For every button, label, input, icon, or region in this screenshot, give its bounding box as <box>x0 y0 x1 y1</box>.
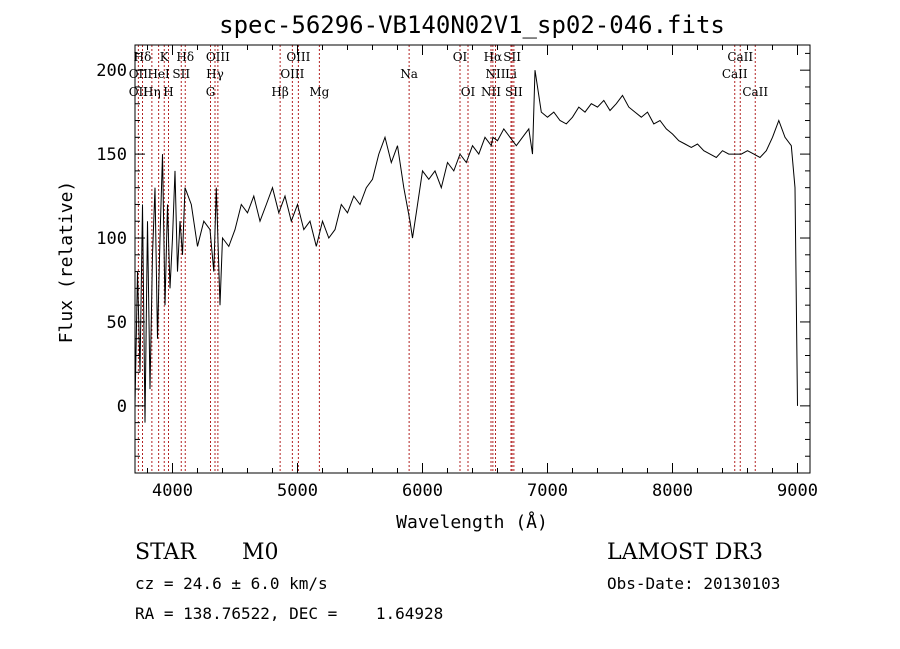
y-tick-label: 150 <box>96 145 127 165</box>
line-markers <box>137 45 756 473</box>
spectrum-line <box>134 70 798 423</box>
subclass: M0 <box>242 540 279 565</box>
x-axis: 4000 5000 6000 7000 8000 9000 <box>147 45 818 501</box>
line-label: NII <box>481 85 501 99</box>
line-label: CaII <box>727 50 753 64</box>
y-tick-label: 100 <box>96 229 127 249</box>
line-label: Hβ <box>271 85 288 99</box>
line-label: G <box>206 85 216 99</box>
object-class: STAR <box>135 540 196 565</box>
line-label: Hη <box>143 85 161 99</box>
line-label: Hγ <box>206 67 224 81</box>
line-label: Na <box>400 67 418 81</box>
x-tick-label: 5000 <box>277 481 318 501</box>
x-tick-label: 7000 <box>527 481 568 501</box>
line-label: OI <box>461 85 476 99</box>
line-label: SII <box>505 85 523 99</box>
line-label: CaII <box>722 67 748 81</box>
y-tick-label: 0 <box>117 397 127 417</box>
y-axis-label: Flux (relative) <box>56 181 77 344</box>
coordinates: RA = 138.76522, DEC = 1.64928 <box>135 604 444 623</box>
line-label: OII <box>129 67 149 81</box>
y-axis: 0 50 100 150 200 <box>96 52 810 474</box>
line-label: SII <box>172 67 190 81</box>
plot-frame <box>134 44 811 474</box>
x-tick-label: 8000 <box>652 481 693 501</box>
line-label: Li <box>505 67 517 81</box>
line-label: OIII <box>206 50 230 64</box>
line-label: OIII <box>280 67 304 81</box>
survey-name: LAMOST DR3 <box>607 540 763 565</box>
y-tick-label: 200 <box>96 61 127 81</box>
line-label: Hδ <box>176 50 194 64</box>
redshift-readout: cz = 24.6 ± 6.0 km/s <box>135 574 328 593</box>
line-label: Hδ <box>134 50 152 64</box>
line-label: Hα <box>484 50 503 64</box>
line-label: OIII <box>286 50 310 64</box>
line-label: SII <box>503 50 521 64</box>
line-label: K <box>160 50 170 64</box>
chart-title: spec-56296-VB140N02V1_sp02-046.fits <box>219 11 725 39</box>
line-label: Mg <box>309 85 329 99</box>
line-label: OI <box>453 50 468 64</box>
y-tick-label: 50 <box>107 313 127 333</box>
line-label: H <box>163 85 173 99</box>
x-tick-label: 4000 <box>152 481 193 501</box>
line-label: NII <box>486 67 506 81</box>
x-axis-label: Wavelength (Å) <box>396 511 548 533</box>
line-label: HeI <box>147 67 170 81</box>
line-label: CaII <box>742 85 768 99</box>
obs-date: Obs-Date: 20130103 <box>607 574 781 593</box>
x-tick-label: 6000 <box>402 481 443 501</box>
line-label: OII <box>129 85 149 99</box>
x-tick-label: 9000 <box>777 481 818 501</box>
